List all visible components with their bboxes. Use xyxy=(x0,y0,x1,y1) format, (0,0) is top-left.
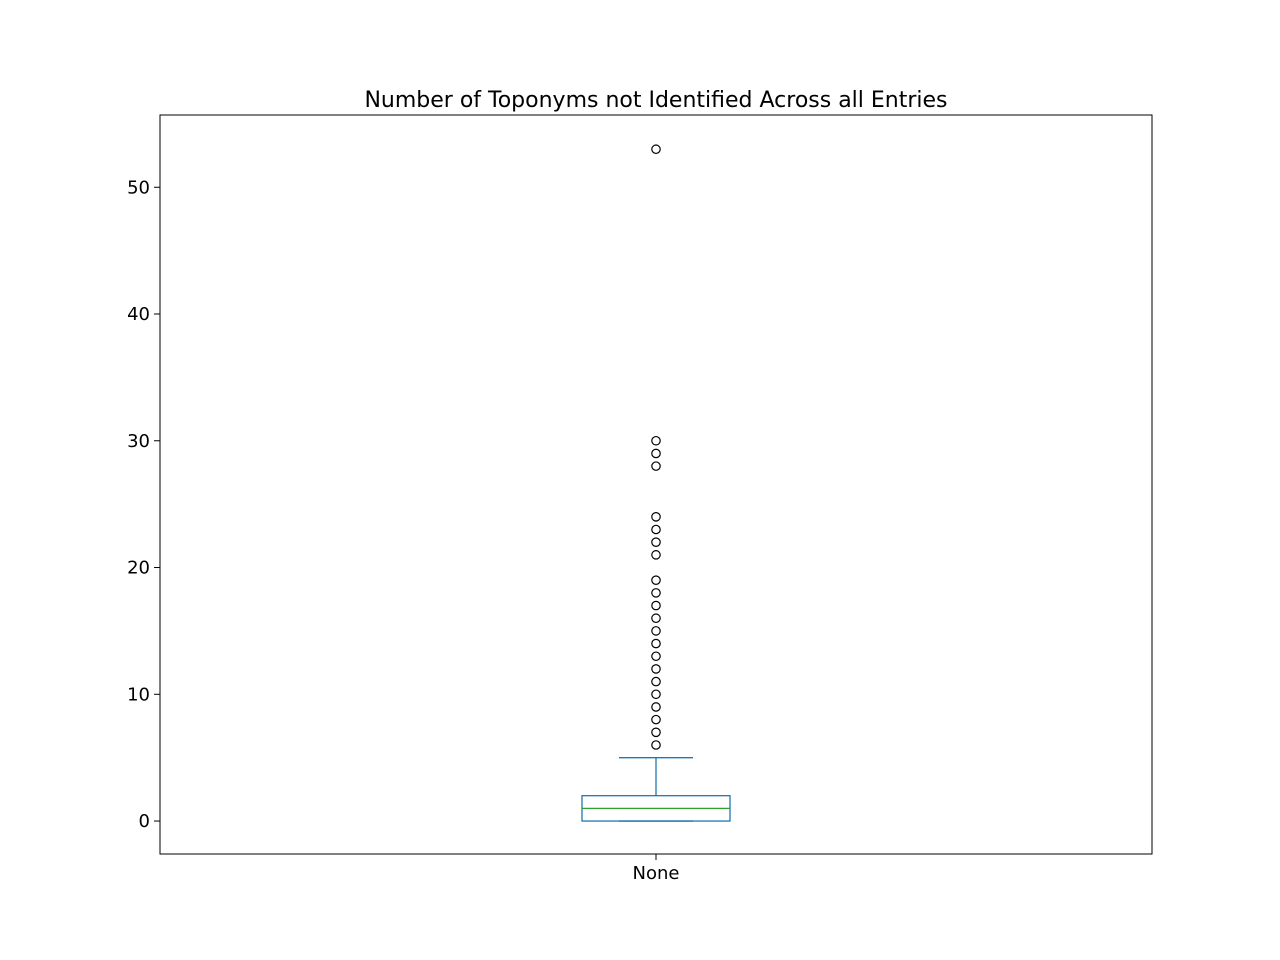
outlier-point xyxy=(651,740,661,750)
outlier-point xyxy=(651,638,661,649)
chart-title: Number of Toponyms not Identified Across… xyxy=(364,88,947,113)
outlier-point xyxy=(651,626,661,636)
outlier-point xyxy=(651,524,661,535)
y-tick-label: 10 xyxy=(127,684,150,705)
outlier-point xyxy=(651,689,661,700)
outlier-point xyxy=(651,550,661,560)
outlier-point xyxy=(651,461,661,471)
y-tick-label: 0 xyxy=(139,811,150,832)
outlier-point xyxy=(651,575,661,586)
y-tick-label: 30 xyxy=(127,431,150,452)
outlier-point xyxy=(651,537,661,547)
x-tick-label: None xyxy=(633,863,680,884)
y-tick-label: 40 xyxy=(127,304,150,325)
outlier-point xyxy=(651,435,661,446)
outlier-point xyxy=(651,664,661,674)
plot-frame xyxy=(159,114,1153,855)
y-tick-label: 20 xyxy=(127,558,150,579)
outlier-point xyxy=(651,651,661,662)
outlier-point xyxy=(651,448,661,459)
outlier-point xyxy=(651,512,661,522)
outlier-point xyxy=(651,613,661,624)
outlier-point xyxy=(651,676,661,687)
outlier-point xyxy=(651,600,661,611)
y-tick-label: 50 xyxy=(127,177,150,198)
outlier-point xyxy=(651,714,661,725)
outlier-point xyxy=(651,588,661,598)
outlier-point xyxy=(651,144,661,155)
outlier-point xyxy=(651,727,661,738)
outlier-point xyxy=(651,702,661,712)
